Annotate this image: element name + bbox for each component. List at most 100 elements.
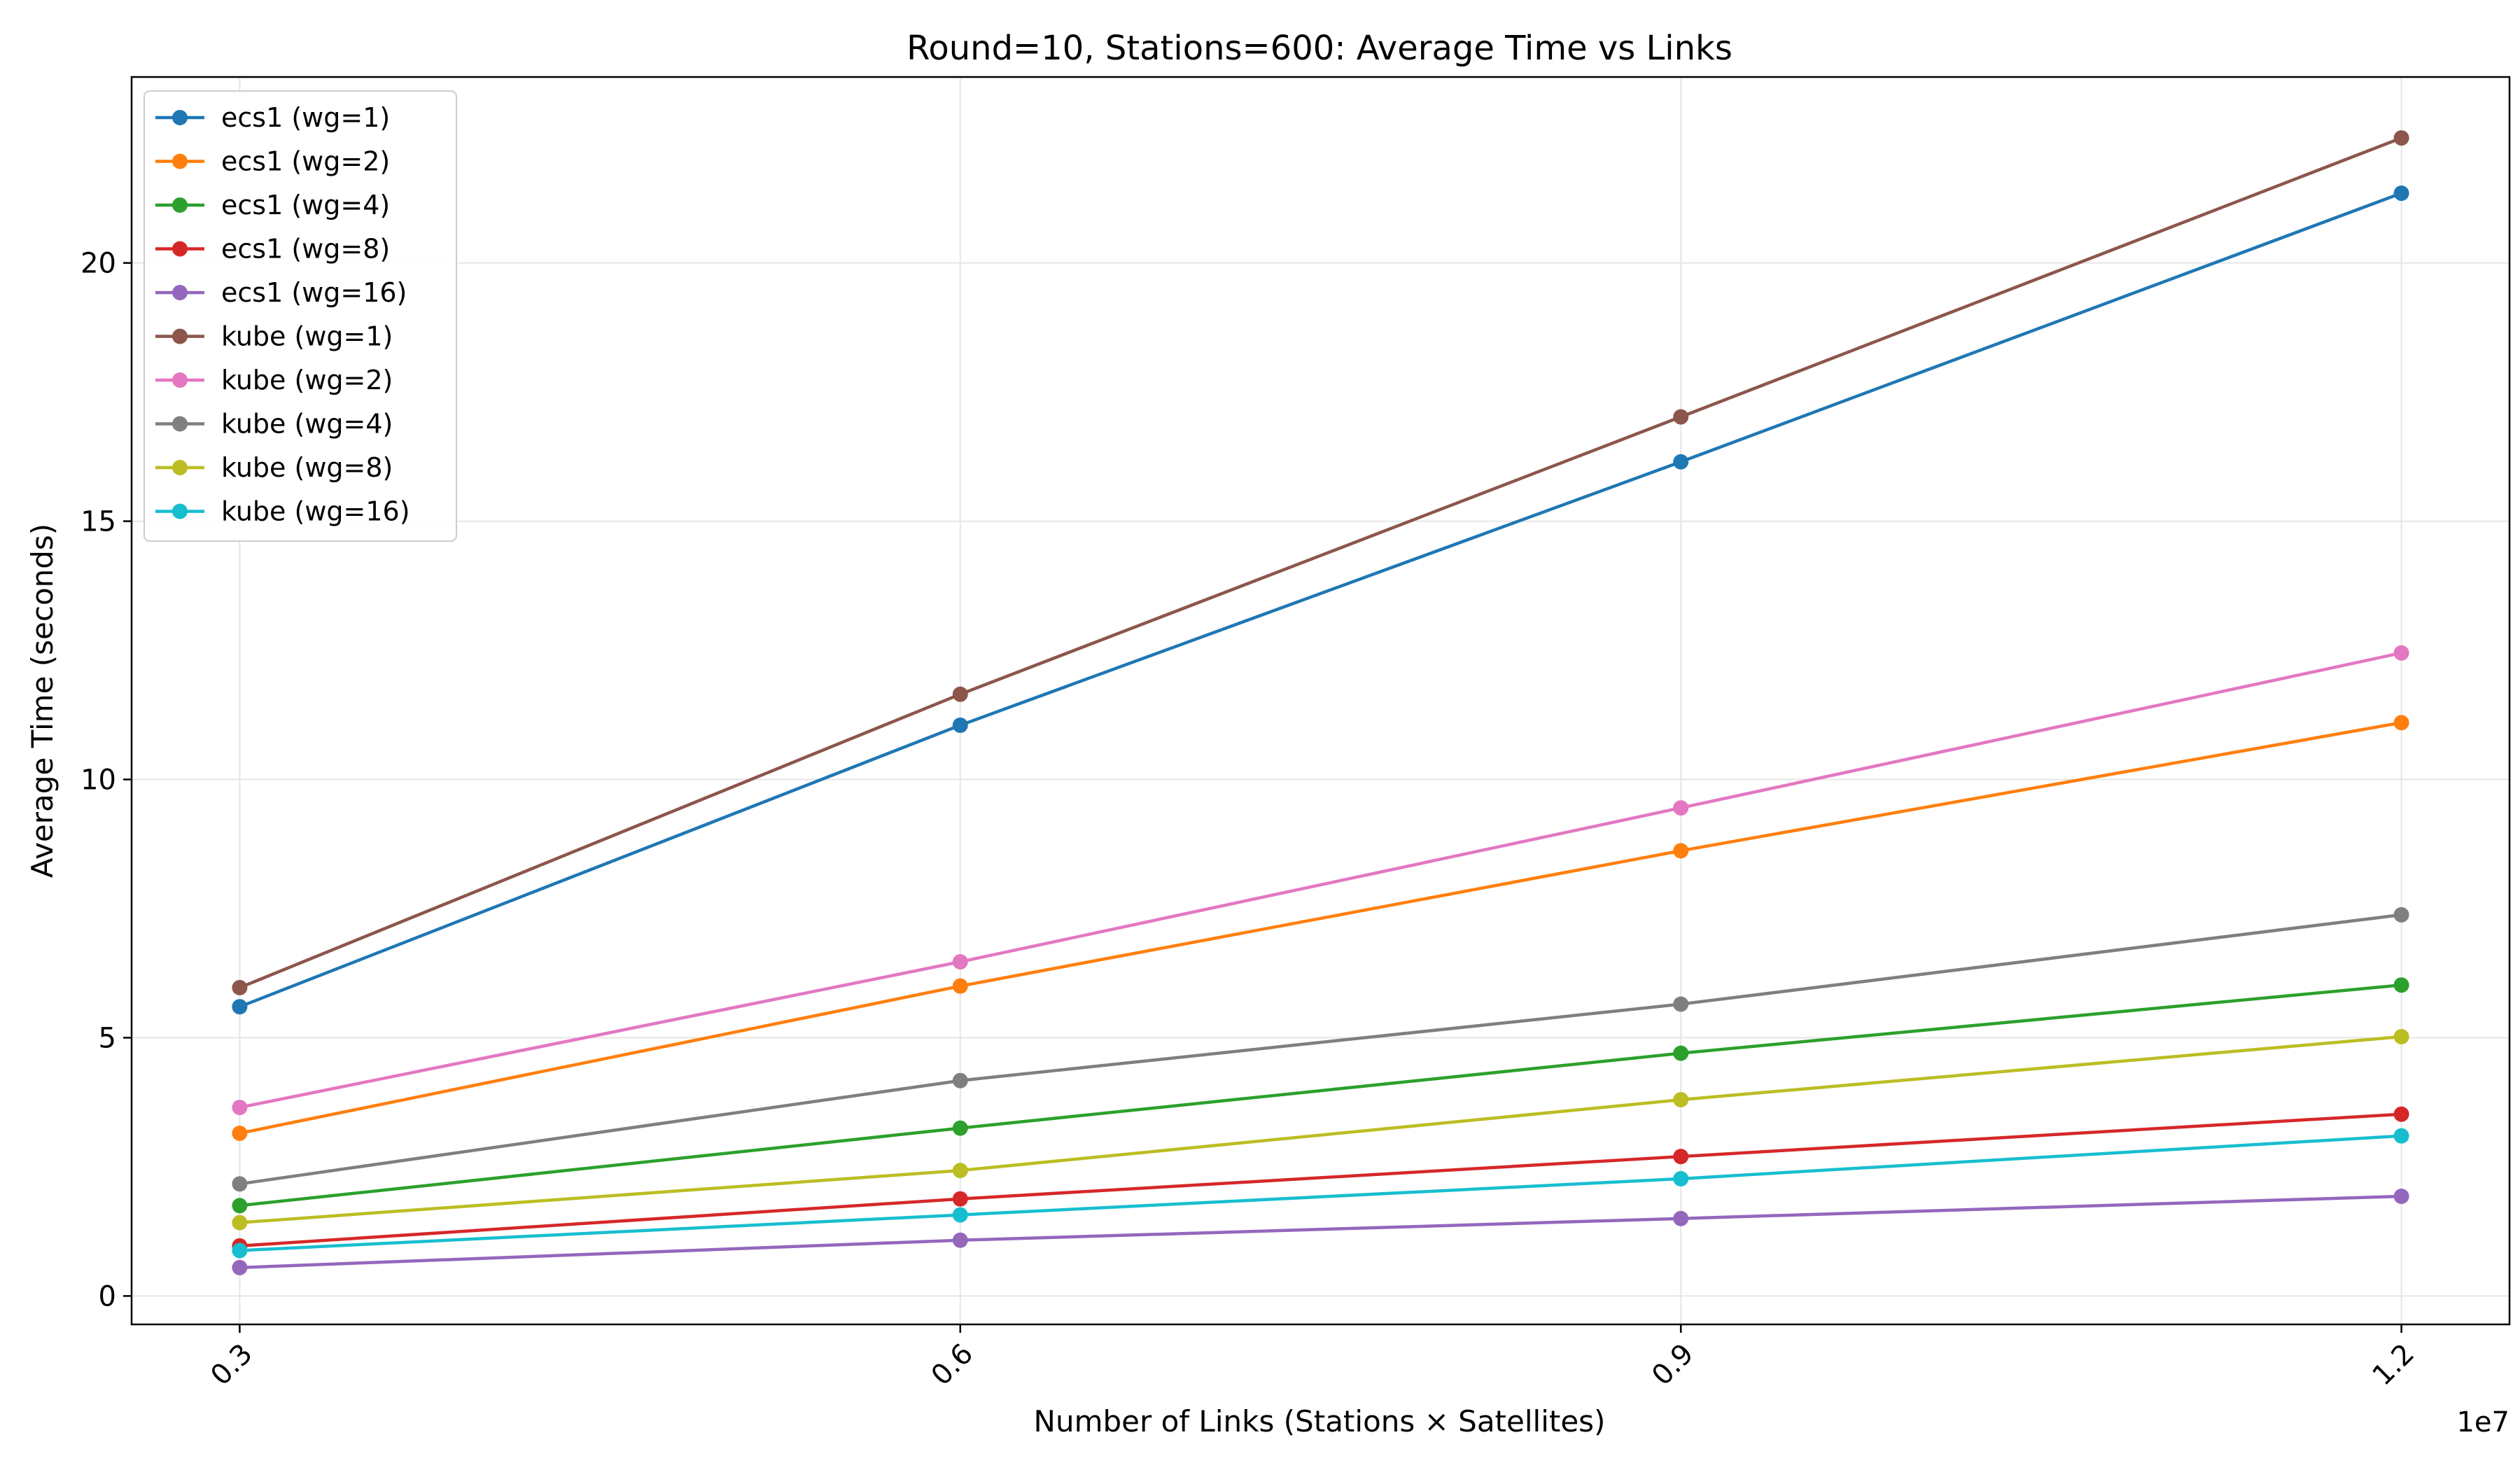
legend-label: ecs1 (wg=1) <box>221 102 390 133</box>
legend-marker <box>172 110 188 125</box>
data-point <box>232 999 248 1015</box>
series-line <box>239 721 2402 1135</box>
legend-label: ecs1 (wg=4) <box>221 190 390 220</box>
y-tick-label: 15 <box>80 506 116 538</box>
legend-label: ecs1 (wg=8) <box>221 234 390 265</box>
data-point <box>2393 715 2409 731</box>
legend: ecs1 (wg=1) ecs1 (wg=2) ecs1 (wg=4) ecs1 (w… <box>144 90 457 542</box>
series-9 <box>232 1128 2409 1259</box>
plot-series <box>232 130 2409 1275</box>
series-line <box>239 1194 2402 1270</box>
series-line <box>239 191 2402 1009</box>
series-3 <box>232 1106 2409 1254</box>
y-tick-label: 0 <box>99 1280 116 1312</box>
legend-entry: kube (wg=8) <box>155 452 393 483</box>
legend-entry: ecs1 (wg=16) <box>155 277 407 308</box>
x-tick-label: 0.3 <box>204 1338 259 1392</box>
legend-marker <box>172 328 188 344</box>
data-point <box>2393 1189 2409 1205</box>
data-point <box>1673 1149 1689 1165</box>
data-point <box>1673 1210 1689 1226</box>
series-8 <box>232 1028 2409 1231</box>
series-line <box>239 913 2402 1186</box>
data-point <box>232 1176 248 1192</box>
data-point <box>232 1198 248 1214</box>
y-axis-label: Average Time (seconds) <box>25 524 59 878</box>
data-point <box>2393 1028 2409 1044</box>
data-point <box>1673 1045 1689 1061</box>
plot-frame <box>130 76 2511 1326</box>
data-point <box>1673 843 1689 859</box>
data-point <box>1673 996 1689 1012</box>
legend-entry: kube (wg=16) <box>155 496 410 527</box>
legend-box <box>144 90 457 542</box>
series-line <box>239 136 2402 989</box>
data-point <box>2393 130 2409 146</box>
data-point <box>1673 800 1689 816</box>
data-point <box>952 1072 968 1088</box>
legend-entry: ecs1 (wg=1) <box>155 102 390 133</box>
y-tick-label: 10 <box>80 764 116 797</box>
legend-marker <box>172 285 188 300</box>
data-point <box>232 1259 248 1275</box>
data-point <box>952 1120 968 1136</box>
legend-entry: ecs1 (wg=8) <box>155 234 390 265</box>
series-7 <box>232 906 2409 1192</box>
legend-marker <box>172 372 188 388</box>
y-tick-label: 20 <box>80 248 116 280</box>
data-point <box>232 1214 248 1231</box>
series-6 <box>232 645 2409 1116</box>
legend-marker <box>172 503 188 519</box>
legend-label: kube (wg=1) <box>221 321 393 352</box>
data-point <box>232 979 248 995</box>
legend-label: kube (wg=8) <box>221 452 393 483</box>
series-2 <box>232 977 2409 1214</box>
data-point <box>2393 977 2409 993</box>
data-point <box>232 1125 248 1141</box>
series-5 <box>232 130 2409 995</box>
data-point <box>1673 1170 1689 1186</box>
grid <box>132 77 2510 1324</box>
legend-entry: ecs1 (wg=2) <box>155 146 390 177</box>
data-point <box>2393 906 2409 923</box>
series-line <box>239 1035 2402 1224</box>
legend-entry: kube (wg=4) <box>155 409 393 440</box>
chart-title: Round=10, Stations=600: Average Time vs … <box>906 29 1732 68</box>
data-point <box>952 1207 968 1223</box>
data-point <box>1673 1092 1689 1108</box>
data-point <box>232 1100 248 1116</box>
data-point <box>952 954 968 970</box>
legend-label: ecs1 (wg=2) <box>221 146 390 177</box>
x-axis-label: Number of Links (Stations × Satellites) <box>1034 1404 1606 1438</box>
series-1 <box>232 715 2409 1141</box>
data-point <box>2393 645 2409 661</box>
legend-entry: kube (wg=2) <box>155 365 393 396</box>
data-point <box>952 718 968 734</box>
legend-marker <box>172 197 188 213</box>
x-tick-label: 1.2 <box>2367 1338 2421 1392</box>
legend-label: kube (wg=4) <box>221 409 393 440</box>
data-point <box>1673 454 1689 470</box>
legend-marker <box>172 241 188 257</box>
legend-marker <box>172 460 188 475</box>
data-point <box>2393 1106 2409 1122</box>
data-point <box>1673 409 1689 425</box>
data-point <box>952 1232 968 1248</box>
legend-marker <box>172 153 188 169</box>
legend-marker <box>172 416 188 432</box>
legend-label: kube (wg=2) <box>221 365 393 396</box>
legend-label: ecs1 (wg=16) <box>221 277 407 308</box>
x-axis: 0.3 0.6 0.9 1.2 <box>204 1324 2421 1392</box>
data-point <box>952 978 968 994</box>
data-point <box>952 686 968 702</box>
x-tick-label: 0.9 <box>1646 1338 1700 1392</box>
x-tick-label: 0.6 <box>925 1338 980 1392</box>
legend-entry: ecs1 (wg=4) <box>155 190 390 220</box>
legend-entry: kube (wg=1) <box>155 321 393 352</box>
data-point <box>2393 1128 2409 1144</box>
series-line <box>239 651 2402 1110</box>
legend-label: kube (wg=16) <box>221 496 410 527</box>
data-point <box>952 1191 968 1207</box>
series-line <box>239 983 2402 1208</box>
